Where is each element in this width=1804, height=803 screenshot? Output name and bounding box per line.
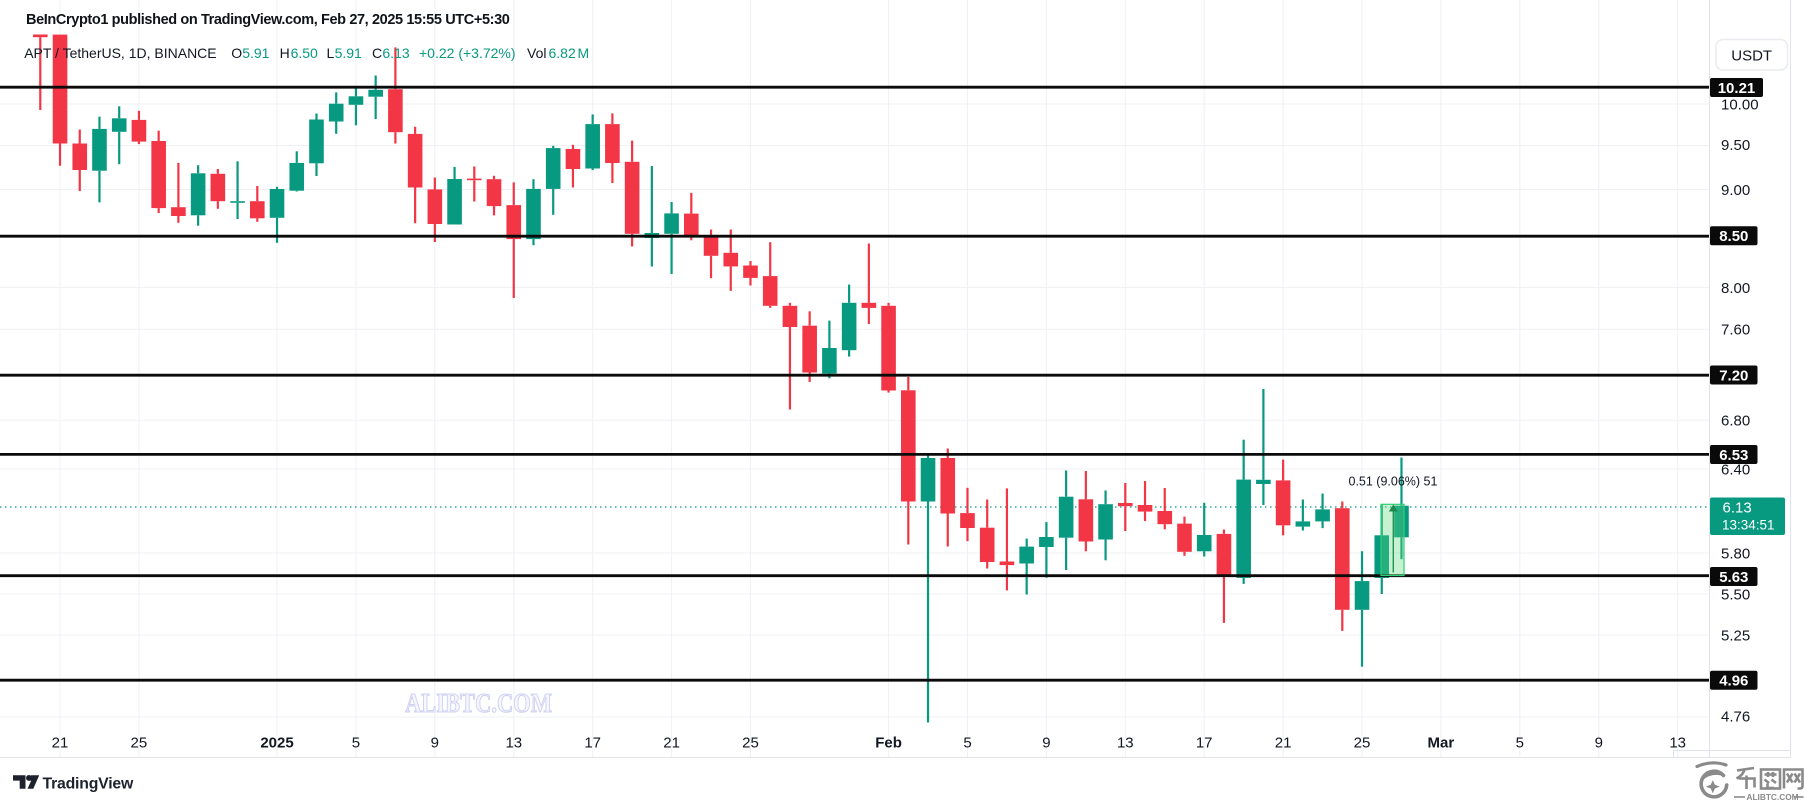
svg-text:Vol: Vol [527,45,546,61]
svg-text:5.50: 5.50 [1721,586,1750,603]
svg-text:5: 5 [352,735,360,752]
svg-text:8.00: 8.00 [1721,280,1750,297]
svg-text:H: H [280,45,290,61]
svg-text:5: 5 [963,735,971,752]
svg-text:7.20: 7.20 [1719,367,1748,384]
svg-text:9: 9 [1595,735,1603,752]
svg-text:L: L [327,45,335,61]
svg-text:21: 21 [52,735,69,752]
svg-text:USDT: USDT [1731,48,1772,65]
svg-text:25: 25 [742,735,759,752]
svg-text:25: 25 [131,735,148,752]
svg-text:0.51 (9.06%) 51: 0.51 (9.06%) 51 [1349,475,1438,489]
svg-text:6.82: 6.82 [549,45,576,61]
svg-text:APT / TetherUS, 1D, BINANCE: APT / TetherUS, 1D, BINANCE [24,45,216,61]
svg-text:17: 17 [584,735,601,752]
svg-text:5.25: 5.25 [1721,627,1750,644]
svg-text:C: C [372,45,382,61]
svg-text:6.50: 6.50 [291,45,318,61]
svg-text:5.80: 5.80 [1721,545,1750,562]
svg-text:ALIBTC.COM: ALIBTC.COM [1747,792,1799,802]
svg-text:O: O [231,45,242,61]
svg-text:21: 21 [663,735,680,752]
svg-text:9: 9 [1042,735,1050,752]
svg-text:21: 21 [1275,735,1292,752]
svg-text:6.80: 6.80 [1721,413,1750,430]
svg-text:5.63: 5.63 [1719,569,1748,586]
svg-text:+0.22 (+3.72%): +0.22 (+3.72%) [419,45,516,61]
svg-text:13: 13 [1669,735,1686,752]
svg-text:13:34:51: 13:34:51 [1722,518,1775,533]
svg-text:Feb: Feb [875,735,902,752]
svg-text:25: 25 [1354,735,1371,752]
svg-text:6.40: 6.40 [1721,461,1750,478]
svg-text:8.50: 8.50 [1719,228,1748,245]
svg-text:9.00: 9.00 [1721,182,1750,199]
svg-text:BeInCrypto1 published on Tradi: BeInCrypto1 published on TradingView.com… [26,12,510,28]
svg-text:9.50: 9.50 [1721,137,1750,154]
svg-text:13: 13 [505,735,522,752]
svg-text:10.00: 10.00 [1721,96,1759,113]
svg-text:9: 9 [431,735,439,752]
svg-text:4.76: 4.76 [1721,708,1750,725]
svg-text:6.53: 6.53 [1719,447,1748,464]
svg-text:4.96: 4.96 [1719,673,1748,690]
svg-text:2025: 2025 [260,735,293,752]
svg-text:17: 17 [1196,735,1213,752]
svg-text:6.13: 6.13 [1723,500,1752,517]
svg-text:ALIBTC.COM: ALIBTC.COM [405,688,552,718]
svg-text:TradingView: TradingView [43,776,134,793]
svg-text:7.60: 7.60 [1721,322,1750,339]
svg-text:5.91: 5.91 [242,45,269,61]
svg-text:M: M [578,45,590,61]
svg-text:Mar: Mar [1428,735,1455,752]
svg-text:5.91: 5.91 [335,45,362,61]
svg-text:6.13: 6.13 [382,45,409,61]
svg-text:13: 13 [1117,735,1134,752]
svg-text:5: 5 [1516,735,1524,752]
svg-text:10.21: 10.21 [1718,80,1756,97]
